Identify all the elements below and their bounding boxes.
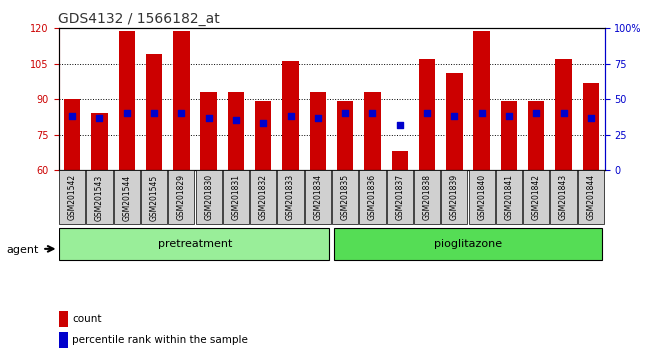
Text: GSM201829: GSM201829 [177,174,186,220]
Point [367,110,378,116]
Point [203,115,214,121]
Text: GSM201837: GSM201837 [395,174,404,221]
Point [176,110,187,116]
Text: GSM201831: GSM201831 [231,174,240,220]
FancyBboxPatch shape [305,171,331,224]
Point [67,113,77,119]
Text: count: count [72,314,101,324]
FancyBboxPatch shape [496,171,522,224]
FancyBboxPatch shape [278,171,304,224]
FancyBboxPatch shape [387,171,413,224]
Text: GSM201836: GSM201836 [368,174,377,221]
Point [558,110,569,116]
FancyBboxPatch shape [141,171,167,224]
FancyBboxPatch shape [441,171,467,224]
Text: GSM201840: GSM201840 [477,174,486,221]
Point [258,120,268,126]
FancyBboxPatch shape [334,228,602,260]
Bar [173,31,190,170]
Bar [473,31,490,170]
Text: pretreatment: pretreatment [158,239,232,249]
Bar [309,92,326,170]
FancyBboxPatch shape [414,171,440,224]
Text: GDS4132 / 1566182_at: GDS4132 / 1566182_at [58,12,220,26]
FancyBboxPatch shape [359,171,385,224]
FancyBboxPatch shape [578,171,604,224]
Bar [419,59,436,170]
Bar [146,54,162,170]
Bar [200,92,217,170]
Bar [500,102,517,170]
Point [395,122,405,128]
Bar [255,102,272,170]
Text: GSM201545: GSM201545 [150,174,159,221]
Text: GSM201835: GSM201835 [341,174,350,221]
Bar [282,61,299,170]
FancyBboxPatch shape [168,171,194,224]
Point [313,115,323,121]
Text: GSM201839: GSM201839 [450,174,459,221]
Bar [528,102,545,170]
FancyBboxPatch shape [223,171,249,224]
Text: GSM201544: GSM201544 [122,174,131,221]
Bar [118,31,135,170]
Text: GSM201842: GSM201842 [532,174,541,220]
Bar [58,332,68,348]
Point [149,110,159,116]
Text: GSM201833: GSM201833 [286,174,295,221]
FancyBboxPatch shape [86,171,112,224]
Point [285,113,296,119]
Bar [582,82,599,170]
Text: GSM201838: GSM201838 [422,174,432,220]
Point [231,118,241,123]
FancyBboxPatch shape [114,171,140,224]
Bar [337,102,354,170]
Text: GSM201832: GSM201832 [259,174,268,220]
FancyBboxPatch shape [250,171,276,224]
Text: GSM201542: GSM201542 [68,174,77,221]
Point [340,110,350,116]
Point [449,113,460,119]
Text: percentile rank within the sample: percentile rank within the sample [72,335,248,345]
Point [476,110,487,116]
Bar [227,92,244,170]
Text: GSM201843: GSM201843 [559,174,568,221]
FancyBboxPatch shape [551,171,577,224]
Bar [555,59,572,170]
Bar [391,151,408,170]
Point [531,110,541,116]
FancyBboxPatch shape [332,171,358,224]
Point [504,113,514,119]
Text: GSM201841: GSM201841 [504,174,514,220]
Bar [64,99,81,170]
Text: GSM201834: GSM201834 [313,174,322,221]
Bar [58,311,68,327]
Point [122,110,132,116]
Text: GSM201830: GSM201830 [204,174,213,221]
FancyBboxPatch shape [523,171,549,224]
Point [94,115,105,121]
Text: pioglitazone: pioglitazone [434,239,502,249]
Bar [446,73,463,170]
Bar [91,113,108,170]
Text: agent: agent [6,245,39,255]
Point [586,115,596,121]
FancyBboxPatch shape [59,171,85,224]
FancyBboxPatch shape [469,171,495,224]
FancyBboxPatch shape [196,171,222,224]
Text: GSM201543: GSM201543 [95,174,104,221]
Text: GSM201844: GSM201844 [586,174,595,221]
Bar [364,92,381,170]
FancyBboxPatch shape [58,228,329,260]
Point [422,110,432,116]
